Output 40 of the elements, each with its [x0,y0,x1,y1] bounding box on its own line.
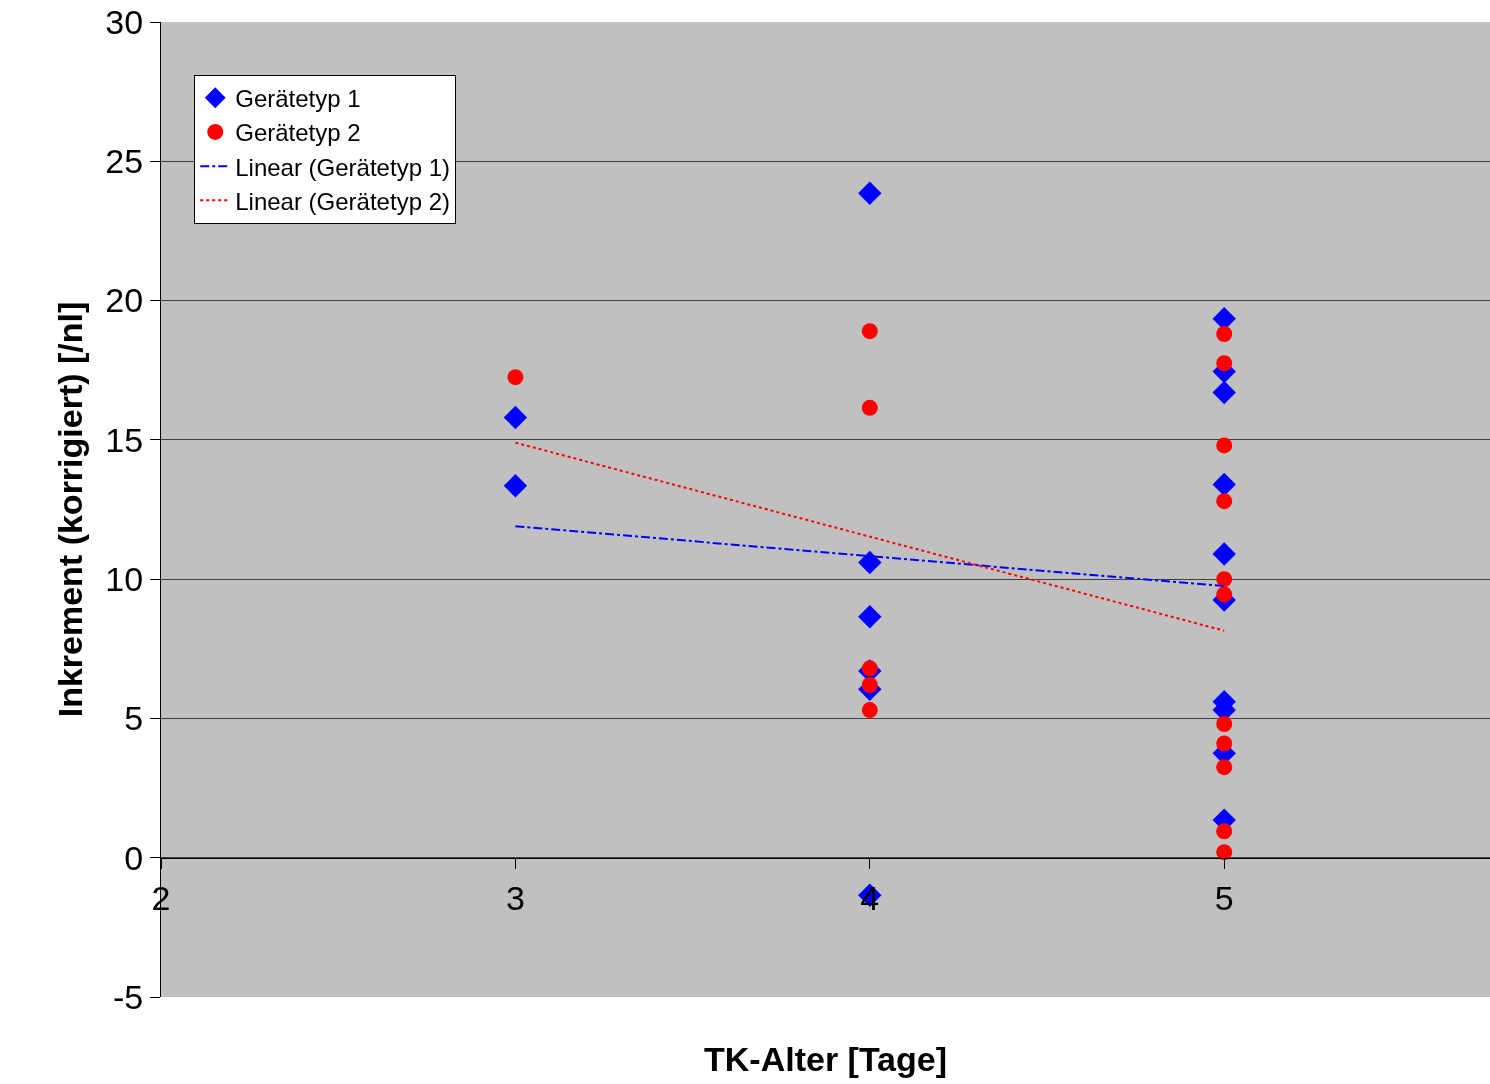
point [1212,542,1236,566]
point [1216,844,1233,861]
y-tick-label: 15 [105,420,144,459]
legend-label: Linear (Gerätetyp 2) [235,187,451,215]
point [1216,735,1233,752]
x-axis-title: TK-Alter [Tage] [704,1040,948,1078]
point [858,550,882,575]
point [1216,571,1233,588]
point [1216,823,1233,840]
point [1216,355,1233,372]
legend-label: Gerätetyp 2 [235,119,361,147]
point [1216,326,1233,342]
point [1212,472,1236,497]
y-tick-label: 0 [124,838,144,877]
y-axis-title: Inkrement (korrigiert) [/nl] [50,301,89,718]
legend-label: Linear (Gerätetyp 1) [235,153,451,181]
legend-label: Gerätetyp 1 [235,85,361,113]
point [861,677,878,693]
y-tick-label: 30 [105,2,144,41]
point [1212,380,1236,405]
point [858,181,882,206]
point [1216,493,1233,510]
y-tick-label: 10 [105,560,144,599]
point [1216,759,1233,776]
point [861,702,878,719]
point [858,605,882,629]
x-tick-label: 5 [1214,878,1234,917]
point [1216,586,1233,603]
x-tick-label: 3 [505,878,525,917]
point [861,323,878,340]
point [503,405,528,430]
point [861,399,878,416]
y-tick-label: -5 [112,977,144,1016]
point [503,474,528,498]
point [507,369,524,386]
point [1216,437,1233,454]
y-tick-label: 20 [105,281,144,320]
y-tick-label: 5 [124,699,144,738]
point [1216,716,1233,732]
y-tick-label: 25 [105,142,144,181]
